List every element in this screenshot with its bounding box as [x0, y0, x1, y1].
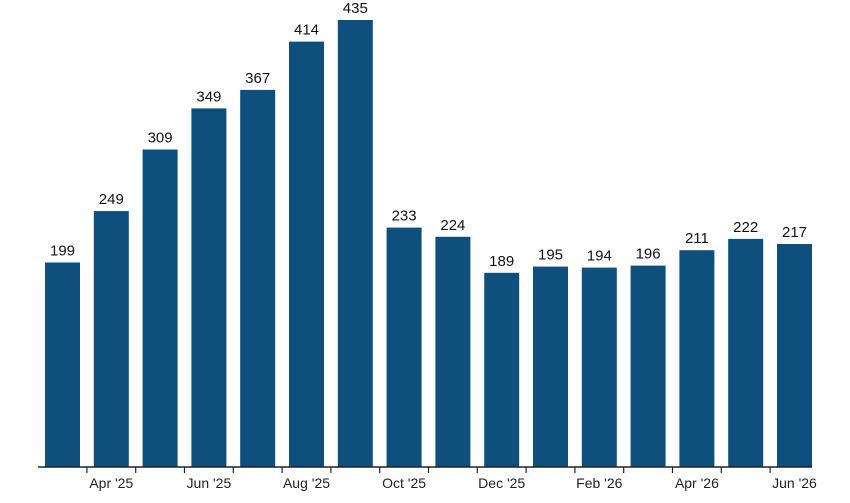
bar-mar-26	[630, 265, 666, 467]
tick-label-jun-26: Jun '26	[772, 475, 817, 491]
x-ticks-group	[86, 467, 771, 473]
value-label-aug-25: 414	[294, 22, 319, 39]
bar-aug-25	[289, 41, 324, 467]
value-label-apr-25: 249	[99, 191, 124, 208]
bar-apr-26	[679, 250, 715, 467]
value-label-jul-25: 367	[245, 70, 270, 87]
bar-oct-25	[386, 227, 422, 467]
x-tick-labels-group: Apr '25 Jun '25 Aug '25 Oct '25 Dec '25 Feb '…	[89, 475, 817, 491]
value-label-nov-25: 224	[440, 217, 465, 234]
tick-label-oct-25: Oct '25	[382, 475, 426, 491]
bar-jun-26	[777, 244, 812, 467]
value-label-jun-26: 217	[782, 224, 807, 241]
value-label-mar-25: 199	[50, 243, 75, 260]
tick-label-feb-26: Feb '26	[576, 475, 622, 491]
value-label-apr-26: 211	[685, 230, 709, 247]
value-label-jan-26: 195	[538, 247, 563, 264]
value-label-feb-26: 194	[587, 248, 612, 265]
bar-may-25	[142, 149, 178, 467]
tick-label-apr-25: Apr '25	[89, 475, 133, 491]
bar-nov-25	[435, 236, 471, 467]
bar-mar-25	[45, 262, 80, 467]
tick-label-jun-25: Jun '25	[187, 475, 232, 491]
value-label-dec-25: 189	[489, 253, 514, 270]
value-label-may-26: 222	[733, 219, 758, 236]
value-label-may-25: 309	[148, 130, 173, 147]
value-label-jun-25: 349	[196, 88, 221, 105]
bar-jul-25	[240, 89, 276, 468]
tick-label-dec-25: Dec '25	[478, 475, 525, 491]
bar-sep-25	[337, 20, 373, 467]
value-labels-group: 199 249 309 349 367 414 435 233 224 189 195 194 196 2…	[50, 0, 807, 270]
tick-label-apr-26: Apr '26	[675, 475, 719, 491]
bar-apr-25	[93, 211, 129, 467]
bar-jan-26	[533, 266, 568, 467]
value-label-mar-26: 196	[636, 246, 661, 263]
bar-may-26	[728, 238, 764, 467]
bars-group	[45, 20, 812, 468]
bar-jun-25	[191, 108, 227, 468]
tick-label-aug-25: Aug '25	[283, 475, 330, 491]
value-label-oct-25: 233	[392, 208, 417, 225]
bar-dec-25	[484, 272, 520, 467]
bar-feb-26	[581, 267, 617, 467]
value-label-sep-25: 435	[343, 0, 368, 17]
